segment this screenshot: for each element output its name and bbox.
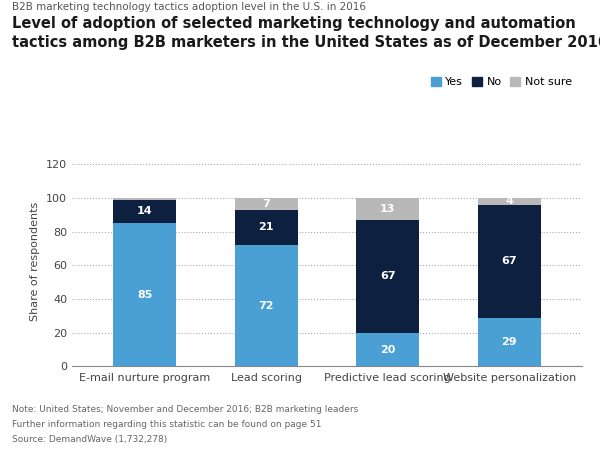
Bar	[235, 198, 298, 210]
Text: 13: 13	[380, 204, 395, 214]
Bar	[356, 333, 419, 366]
Text: 67: 67	[380, 271, 395, 281]
Text: Source: DemandWave (1,732,278): Source: DemandWave (1,732,278)	[12, 435, 167, 444]
Text: 67: 67	[502, 256, 517, 266]
Text: 14: 14	[137, 207, 152, 216]
Text: 72: 72	[259, 301, 274, 311]
Y-axis label: Share of respondents: Share of respondents	[31, 202, 40, 321]
Text: Level of adoption of selected marketing technology and automation
tactics among : Level of adoption of selected marketing …	[12, 16, 600, 49]
Bar	[235, 245, 298, 366]
Bar	[478, 198, 541, 205]
Text: B2B marketing technology tactics adoption level in the U.S. in 2016: B2B marketing technology tactics adoptio…	[12, 2, 366, 12]
Text: Note: United States; November and December 2016; B2B marketing leaders: Note: United States; November and Decemb…	[12, 405, 358, 414]
Bar	[113, 223, 176, 366]
Text: 29: 29	[502, 337, 517, 347]
Text: 4: 4	[505, 196, 513, 206]
Bar	[478, 317, 541, 366]
Bar	[235, 210, 298, 245]
Text: 7: 7	[262, 199, 270, 209]
Text: 20: 20	[380, 344, 395, 354]
Text: 21: 21	[259, 222, 274, 232]
Bar	[113, 200, 176, 223]
Bar	[356, 220, 419, 333]
Legend: Yes, No, Not sure: Yes, No, Not sure	[427, 73, 577, 92]
Text: Further information regarding this statistic can be found on page 51: Further information regarding this stati…	[12, 420, 322, 429]
Text: 85: 85	[137, 290, 152, 300]
Bar	[478, 205, 541, 317]
Bar	[113, 198, 176, 200]
Bar	[356, 198, 419, 220]
